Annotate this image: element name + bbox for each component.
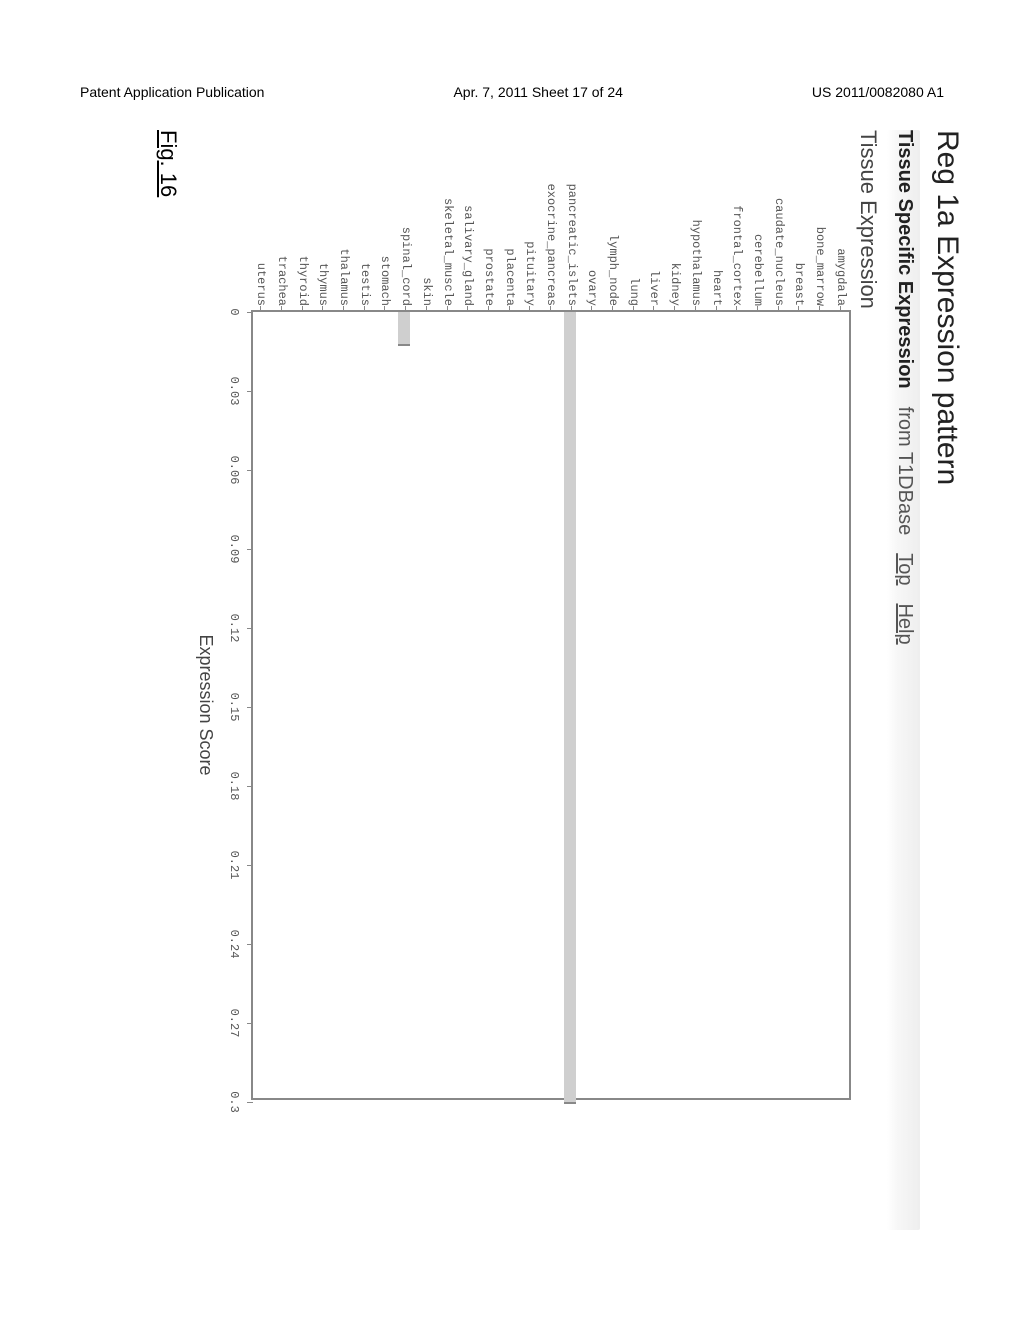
x-tick	[247, 312, 253, 313]
y-tick	[778, 306, 779, 310]
figure-stage: Reg 1a Expression pattern Tissue Specifi…	[60, 130, 964, 1230]
y-axis-label: cerebellum	[751, 130, 765, 306]
x-axis-title: Expression Score	[195, 310, 216, 1100]
y-tick	[798, 306, 799, 310]
y-tick	[840, 306, 841, 310]
x-axis-label: 0.03	[227, 377, 241, 406]
x-axis-label: 0.06	[227, 456, 241, 485]
x-tick	[247, 628, 253, 629]
y-tick	[716, 306, 717, 310]
y-tick	[281, 306, 282, 310]
y-tick	[343, 306, 344, 310]
y-axis-label: testis	[358, 130, 372, 306]
y-tick	[509, 306, 510, 310]
y-axis-label: lung	[627, 130, 641, 306]
y-tick	[467, 306, 468, 310]
y-axis-label: pituitary	[523, 130, 537, 306]
chart-area: 00.030.060.090.120.150.180.210.240.270.3…	[191, 130, 851, 1110]
y-axis-label: hypothalamus	[689, 130, 703, 306]
y-tick	[674, 306, 675, 310]
figure-title: Reg 1a Expression pattern	[930, 130, 964, 1230]
y-axis-label: thymus	[316, 130, 330, 306]
y-axis-label: caudate_nucleus	[772, 130, 786, 306]
y-axis-label: pancreatic_islets	[565, 130, 579, 306]
y-axis-label: stomach	[378, 130, 392, 306]
y-axis-label: spinal_cord	[399, 130, 413, 306]
subtitle-bold: Tissue Specific Expression	[893, 130, 916, 389]
y-tick	[653, 306, 654, 310]
x-axis-label: 0.09	[227, 535, 241, 564]
y-axis-label: skeletal_muscle	[441, 130, 455, 306]
y-axis-label: placenta	[503, 130, 517, 306]
x-axis-label: 0	[227, 308, 241, 315]
rotated-figure: Reg 1a Expression pattern Tissue Specifi…	[60, 130, 964, 1230]
y-axis-label: thalamus	[337, 130, 351, 306]
y-axis-label: skin	[420, 130, 434, 306]
y-tick	[695, 306, 696, 310]
y-axis-label: amygdala	[834, 130, 848, 306]
figure-number: Fig. 16	[155, 130, 181, 1230]
plot-frame: 00.030.060.090.120.150.180.210.240.270.3	[251, 310, 851, 1100]
subtitle-from: from T1DBase	[893, 407, 916, 536]
y-axis-label: heart	[710, 130, 724, 306]
y-axis-label: trachea	[275, 130, 289, 306]
x-axis-label: 0.27	[227, 1009, 241, 1038]
y-tick	[550, 306, 551, 310]
bar	[564, 312, 576, 1104]
y-tick	[591, 306, 592, 310]
y-tick	[819, 306, 820, 310]
y-tick	[364, 306, 365, 310]
x-axis-label: 0.18	[227, 772, 241, 801]
y-axis-label: kidney	[668, 130, 682, 306]
x-tick	[247, 391, 253, 392]
y-axis-label: thyroid	[296, 130, 310, 306]
y-axis-label: liver	[647, 130, 661, 306]
link-top[interactable]: Top	[893, 553, 916, 585]
x-tick	[247, 944, 253, 945]
y-axis-label: ovary	[585, 130, 599, 306]
y-tick	[260, 306, 261, 310]
x-tick	[247, 1102, 253, 1103]
x-tick	[247, 1023, 253, 1024]
y-tick	[571, 306, 572, 310]
y-tick	[612, 306, 613, 310]
y-tick	[384, 306, 385, 310]
x-axis-label: 0.21	[227, 851, 241, 880]
y-axis-label: lymph_node	[606, 130, 620, 306]
page-header: Patent Application Publication Apr. 7, 2…	[80, 84, 944, 100]
y-tick	[426, 306, 427, 310]
y-axis-label: exocrine_pancreas	[544, 130, 558, 306]
y-tick	[302, 306, 303, 310]
y-tick	[405, 306, 406, 310]
y-axis-label: breast	[792, 130, 806, 306]
y-axis-label: frontal_cortex	[730, 130, 744, 306]
subtitle-band: Tissue Specific Expression from T1DBase …	[887, 130, 920, 1230]
y-tick	[736, 306, 737, 310]
header-center: Apr. 7, 2011 Sheet 17 of 24	[453, 84, 622, 100]
x-tick	[247, 786, 253, 787]
y-tick	[322, 306, 323, 310]
y-tick	[633, 306, 634, 310]
link-help[interactable]: Help	[893, 603, 916, 644]
x-axis-label: 0.15	[227, 693, 241, 722]
y-tick	[529, 306, 530, 310]
header-left: Patent Application Publication	[80, 84, 264, 100]
bar	[398, 312, 410, 346]
x-tick	[247, 865, 253, 866]
y-tick	[447, 306, 448, 310]
y-axis-label: bone_marrow	[813, 130, 827, 306]
header-right: US 2011/0082080 A1	[812, 84, 944, 100]
x-axis-label: 0.24	[227, 930, 241, 959]
y-tick	[757, 306, 758, 310]
y-axis-label: salivary_gland	[461, 130, 475, 306]
x-axis-label: 0.12	[227, 614, 241, 643]
y-axis-label: prostate	[482, 130, 496, 306]
y-tick	[488, 306, 489, 310]
x-axis-label: 0.3	[227, 1091, 241, 1113]
x-tick	[247, 707, 253, 708]
x-tick	[247, 549, 253, 550]
x-tick	[247, 470, 253, 471]
chart-title: Tissue Expression	[855, 130, 881, 1230]
y-axis-label: uterus	[254, 130, 268, 306]
